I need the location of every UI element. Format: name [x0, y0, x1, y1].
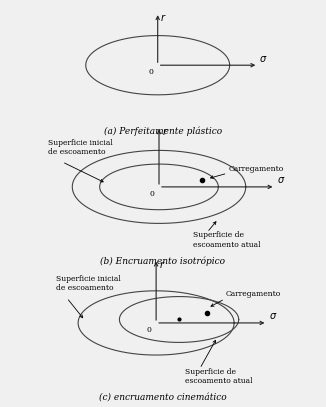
Text: 0: 0	[150, 190, 155, 198]
Text: 0: 0	[149, 68, 154, 77]
Text: (a) Perfeitamente plástico: (a) Perfeitamente plástico	[104, 127, 222, 136]
Text: Superficie inicial
de escoamento: Superficie inicial de escoamento	[48, 139, 113, 156]
Text: $\sigma$: $\sigma$	[276, 175, 285, 185]
Text: $\sigma$: $\sigma$	[269, 311, 277, 321]
Text: (c) encruamento cinemático: (c) encruamento cinemático	[99, 393, 227, 402]
Text: 0: 0	[147, 326, 152, 335]
Text: Superficie de
escoamento atual: Superficie de escoamento atual	[185, 368, 252, 385]
Text: Superficie inicial
de escoamento: Superficie inicial de escoamento	[56, 275, 121, 292]
Text: (b) Encruamento isotrópico: (b) Encruamento isotrópico	[100, 256, 226, 265]
Text: $\sigma$: $\sigma$	[259, 54, 268, 63]
Text: Carregamento: Carregamento	[229, 165, 284, 173]
Text: $r$: $r$	[159, 259, 166, 270]
Text: $r$: $r$	[162, 127, 168, 138]
Text: Carregamento: Carregamento	[226, 290, 281, 298]
Text: Superficie de
escoamento atual: Superficie de escoamento atual	[193, 232, 261, 249]
Text: $r$: $r$	[160, 12, 167, 23]
